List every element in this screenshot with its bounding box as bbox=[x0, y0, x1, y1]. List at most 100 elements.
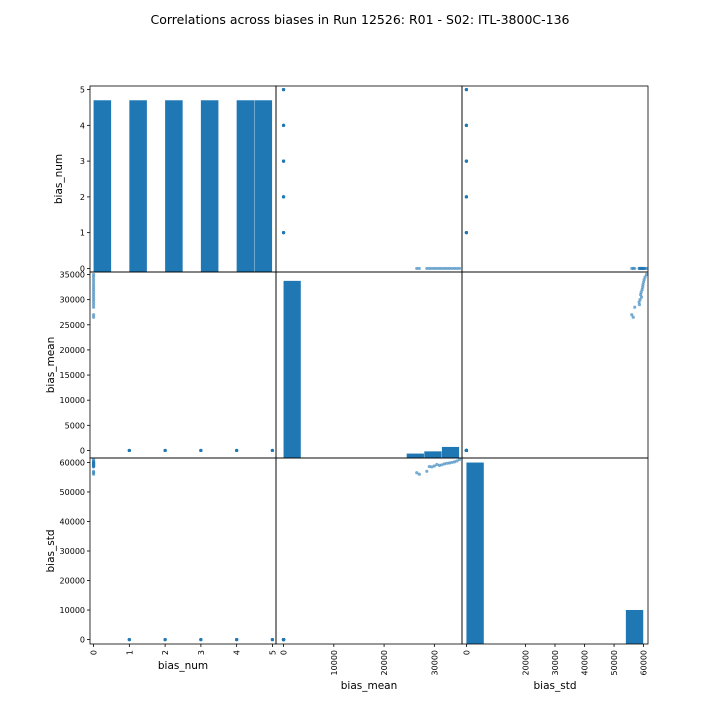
scatter-point bbox=[447, 461, 452, 465]
scatter-point bbox=[640, 287, 644, 292]
scatter-point bbox=[91, 457, 96, 462]
scatter-point bbox=[644, 266, 649, 271]
scatter-point bbox=[440, 266, 444, 271]
scatter-point bbox=[440, 463, 444, 467]
scatter-point bbox=[445, 461, 449, 465]
hist-bar bbox=[254, 100, 273, 273]
scatter-point bbox=[639, 293, 643, 297]
scatter-point bbox=[631, 315, 635, 319]
scatter-point bbox=[630, 313, 634, 317]
scatter-point bbox=[442, 462, 447, 466]
y-axis-label: bias_std bbox=[45, 530, 57, 573]
scatter-point bbox=[417, 266, 421, 271]
y-tick-label: 25000 bbox=[60, 321, 85, 330]
scatter-point bbox=[639, 290, 643, 294]
scatter-point bbox=[464, 195, 469, 199]
hist-bar bbox=[441, 446, 460, 458]
scatter-point bbox=[91, 285, 96, 289]
x-tick-label: 2 bbox=[161, 650, 170, 655]
x-tick-label: 0 bbox=[462, 650, 471, 655]
scatter-point bbox=[464, 123, 469, 127]
x-tick-label: 20000 bbox=[521, 650, 530, 675]
scatter-point bbox=[427, 266, 431, 271]
scatter-point bbox=[91, 287, 96, 292]
hist-bar bbox=[165, 100, 183, 273]
scatter-point bbox=[639, 295, 644, 299]
scatter-point bbox=[91, 305, 96, 309]
scatter-point bbox=[455, 459, 459, 463]
y-tick-label: 0 bbox=[80, 264, 85, 273]
scatter-point bbox=[633, 266, 637, 271]
scatter-point bbox=[641, 280, 646, 284]
hist-bar bbox=[424, 451, 442, 458]
scatter-point bbox=[464, 231, 469, 235]
panel-bias_mean-vs-bias_num bbox=[89, 271, 277, 459]
x-tick-label: 10000 bbox=[330, 650, 339, 675]
scatter-point bbox=[642, 277, 646, 282]
scatter-point bbox=[91, 282, 96, 287]
y-tick-label: 3 bbox=[80, 157, 85, 166]
scatter-point bbox=[437, 266, 441, 271]
y-tick-label: 40000 bbox=[60, 517, 85, 526]
scatter-point bbox=[425, 469, 429, 473]
scatter-point bbox=[432, 464, 436, 468]
x-axis-label: bias_std bbox=[534, 680, 577, 692]
panel-bias_num-vs-bias_num bbox=[89, 85, 277, 273]
scatter-point bbox=[644, 272, 649, 277]
scatter-point bbox=[450, 266, 454, 271]
y-tick-label: 60000 bbox=[60, 458, 85, 467]
scatter-point bbox=[442, 266, 447, 271]
scatter-point bbox=[199, 637, 203, 642]
scatter-point bbox=[630, 266, 634, 271]
scatter-point bbox=[457, 457, 462, 462]
panel-bias_mean-vs-bias_std bbox=[461, 271, 649, 459]
scatter-point bbox=[91, 290, 96, 294]
scatter-point bbox=[91, 272, 96, 277]
scatter-point bbox=[435, 462, 439, 467]
panel-bias_num-vs-bias_mean bbox=[275, 85, 463, 273]
x-tick-label: 1 bbox=[125, 650, 134, 655]
scatter-point bbox=[270, 448, 275, 453]
scatter-point bbox=[637, 300, 641, 304]
x-tick-label: 4 bbox=[233, 650, 242, 655]
axis-labels-group: 012345bias_num05000100001500020000250003… bbox=[45, 86, 649, 692]
scatter-point bbox=[91, 472, 96, 476]
panel-frame bbox=[461, 85, 649, 273]
scatter-point bbox=[91, 469, 96, 473]
scatter-point bbox=[447, 266, 452, 271]
x-tick-label: 30000 bbox=[430, 650, 439, 675]
x-tick-label: 5 bbox=[268, 650, 277, 655]
scatter-point bbox=[641, 266, 646, 271]
scatter-point bbox=[91, 300, 96, 304]
scatter-point bbox=[430, 266, 434, 271]
scatter-point bbox=[163, 637, 167, 642]
x-axis-label: bias_num bbox=[158, 660, 208, 672]
scatter-point bbox=[425, 266, 429, 271]
hist-bar bbox=[625, 609, 644, 644]
y-tick-label: 30000 bbox=[60, 547, 85, 556]
y-tick-label: 2 bbox=[80, 193, 85, 202]
scatter-point bbox=[127, 448, 131, 453]
x-tick-label: 30000 bbox=[551, 650, 560, 675]
scatter-point bbox=[427, 464, 431, 469]
scatter-point bbox=[457, 266, 462, 271]
scatter-point bbox=[91, 315, 96, 319]
panels-group bbox=[89, 85, 649, 645]
panel-frame bbox=[89, 271, 277, 459]
scatter-point bbox=[127, 637, 131, 642]
y-tick-label: 10000 bbox=[60, 606, 85, 615]
hist-bar bbox=[406, 453, 424, 458]
panel-frame bbox=[275, 85, 463, 273]
scatter-point bbox=[235, 637, 239, 642]
scatter-point bbox=[91, 275, 96, 279]
scatter-point bbox=[91, 295, 96, 299]
scatter-point bbox=[281, 123, 286, 127]
scatter-point bbox=[281, 87, 286, 92]
scatter-point bbox=[637, 303, 642, 307]
scatter-point bbox=[91, 303, 96, 307]
y-tick-label: 20000 bbox=[60, 346, 85, 355]
scatter-point bbox=[637, 266, 642, 271]
scatter-point bbox=[638, 298, 642, 302]
hist-bar bbox=[236, 100, 255, 273]
